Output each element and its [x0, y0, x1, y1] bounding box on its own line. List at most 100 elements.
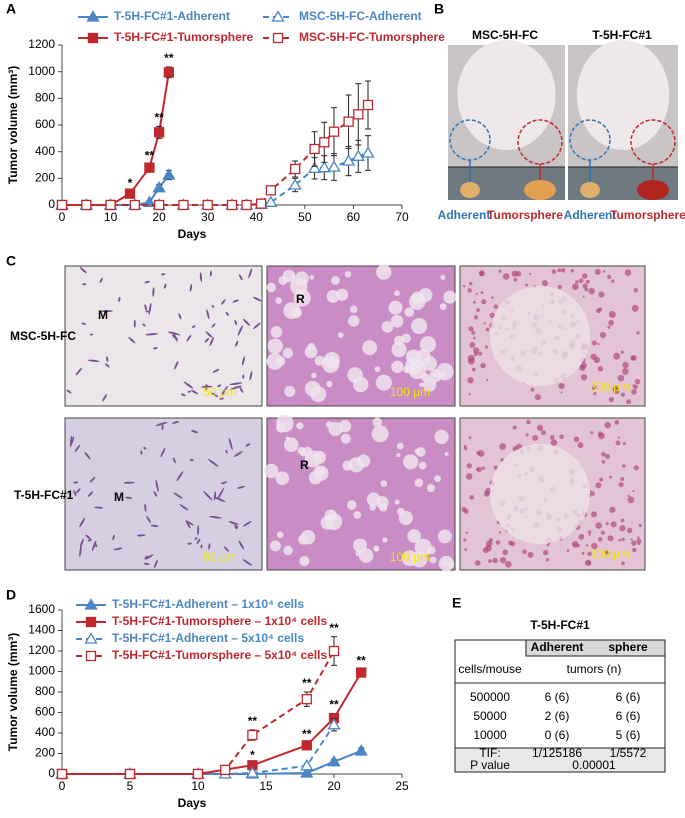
- cell: [161, 273, 166, 276]
- cell: [248, 268, 253, 279]
- tissue: [511, 270, 518, 277]
- cell: [238, 274, 243, 281]
- arrow-label: Tumorsphere: [487, 208, 563, 222]
- vacuole: [415, 349, 431, 365]
- significance: **: [154, 111, 164, 125]
- tissue: [502, 273, 510, 280]
- marker: [361, 146, 375, 158]
- vacuole: [263, 463, 279, 479]
- significance: **: [248, 714, 258, 728]
- tissue: [632, 384, 635, 387]
- tissue: [465, 531, 468, 534]
- cell: [228, 437, 233, 451]
- tissue: [587, 551, 592, 557]
- tissue: [633, 287, 639, 293]
- tumor: [580, 182, 600, 198]
- table-cell: 0.00001: [572, 758, 616, 772]
- tissue: [607, 274, 612, 280]
- tissue: [585, 279, 590, 284]
- tissue: [526, 419, 531, 425]
- y-tick-label: 200: [35, 746, 55, 760]
- cell: [145, 310, 149, 313]
- tissue: [475, 467, 479, 471]
- tissue: [601, 460, 606, 464]
- scale-bar: 300 μm: [590, 380, 630, 394]
- cell: [242, 374, 245, 379]
- vacuole: [396, 507, 405, 516]
- marker: [192, 768, 204, 780]
- tissue: [591, 542, 598, 550]
- tissue: [613, 352, 621, 360]
- row-label: T-5H-FC#1: [14, 488, 74, 502]
- cell: [186, 334, 192, 342]
- cell: [217, 488, 224, 500]
- vacuole: [411, 318, 428, 335]
- y-tick-label: 800: [35, 684, 55, 698]
- vacuole: [309, 274, 315, 280]
- tissue: [473, 300, 476, 304]
- table-cell: 5 (6): [616, 728, 641, 742]
- vacuole: [396, 442, 404, 450]
- tissue: [483, 491, 490, 497]
- marker: [309, 143, 320, 155]
- y-tick-label: 800: [35, 91, 55, 105]
- tissue: [473, 315, 479, 320]
- cell: [199, 272, 203, 283]
- cell: [201, 385, 213, 388]
- vacuole: [276, 531, 284, 539]
- cell: [183, 381, 194, 389]
- vacuole: [432, 373, 437, 378]
- marker: [353, 109, 364, 120]
- tissue: [599, 331, 607, 339]
- cell: [155, 421, 168, 427]
- cell: [73, 490, 77, 497]
- tissue: [591, 511, 597, 518]
- cell: [191, 389, 199, 395]
- photo-label: T-5H-FC#1: [592, 28, 652, 42]
- tissue: [508, 540, 513, 546]
- vacuole: [291, 274, 296, 279]
- tissue: [631, 389, 637, 395]
- cell: [73, 481, 79, 484]
- cell: [66, 389, 72, 394]
- vacuole: [414, 538, 432, 556]
- legend-marker: [87, 32, 99, 44]
- tissue: [558, 382, 565, 390]
- legend-marker: [271, 10, 285, 22]
- cell: [89, 476, 96, 483]
- tissue: [576, 543, 580, 548]
- significance: **: [145, 149, 155, 163]
- marker: [343, 116, 354, 127]
- tissue: [549, 435, 555, 440]
- cell: [84, 452, 91, 460]
- table-cell: 2 (6): [545, 709, 570, 723]
- legend-label: T-5H-FC#1-Tumorsphere – 5x10⁴ cells: [112, 648, 327, 662]
- marker: [202, 199, 213, 211]
- tissue: [542, 549, 549, 556]
- tissue: [619, 525, 626, 532]
- x-tick-label: 15: [259, 779, 273, 793]
- cell: [105, 363, 110, 368]
- tissue: [621, 561, 625, 566]
- tissue: [587, 530, 592, 534]
- tissue: [631, 540, 637, 546]
- cell: [106, 356, 109, 362]
- cell: [133, 319, 136, 328]
- cell: [172, 457, 176, 464]
- cell: [253, 296, 262, 302]
- legend-marker: [85, 650, 97, 662]
- marker: [241, 199, 252, 211]
- cell: [220, 481, 228, 485]
- cell: [253, 322, 261, 330]
- vacuole: [401, 550, 418, 567]
- tissue: [597, 366, 604, 372]
- cell: [217, 384, 222, 388]
- cell: [124, 496, 133, 499]
- marker: [247, 729, 258, 741]
- cell: [194, 537, 198, 540]
- cell: [192, 325, 196, 329]
- mouse-body: [457, 40, 556, 150]
- vacuole: [375, 496, 389, 510]
- vacuole: [396, 453, 401, 458]
- cell: [85, 534, 91, 540]
